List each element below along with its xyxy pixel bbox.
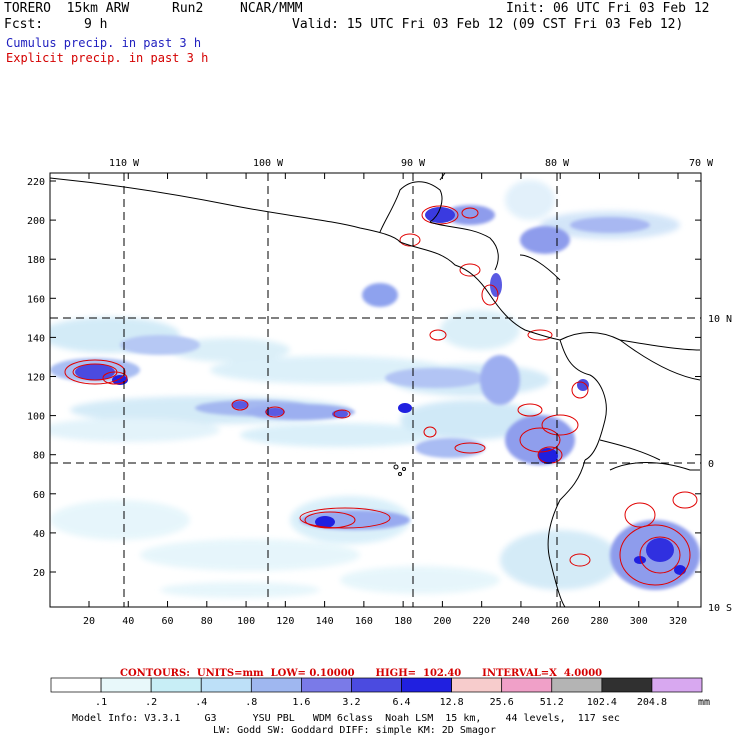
- coastlines: [50, 173, 701, 607]
- x-tick-label: 120: [276, 616, 294, 627]
- lat-label: 10 S: [708, 603, 732, 614]
- map-frame: [49, 172, 702, 608]
- y-tick-label: 80: [33, 451, 45, 462]
- colorbar-cell: [100, 677, 152, 693]
- x-tick-label: 80: [201, 616, 213, 627]
- run-label: Run2: [172, 1, 204, 16]
- y-axis-ticks: 220 200 180 160 140 120 100 80 60 40 20: [27, 177, 45, 579]
- x-axis-ticks: 20 40 60 80 100 120 140 160 180 200 220 240 260 280 30…: [83, 616, 687, 627]
- colorbar-label: 102.4: [587, 697, 617, 708]
- x-tick-label: 100: [237, 616, 255, 627]
- x-tick-label: 140: [316, 616, 334, 627]
- graticule: [50, 173, 701, 607]
- lon-label: 100 W: [253, 158, 284, 169]
- x-tick-label: 160: [355, 616, 373, 627]
- x-tick-label: 280: [590, 616, 608, 627]
- colorbar-label: .4: [195, 697, 207, 708]
- x-tick-label: 200: [433, 616, 451, 627]
- forecast-hours: 9 h: [84, 17, 108, 32]
- contours-info: CONTOURS: UNITS=mm LOW= 0.10000 HIGH= 10…: [120, 668, 603, 679]
- y-tick-label: 40: [33, 529, 45, 540]
- x-tick-label: 320: [669, 616, 687, 627]
- longitude-labels: 110 W 100 W 90 W 80 W 70 W: [109, 158, 714, 169]
- colorbar-label: 6.4: [393, 697, 411, 708]
- x-tick-label: 180: [394, 616, 412, 627]
- colorbar-label: 204.8: [637, 697, 667, 708]
- cumulus-legend: Cumulus precip. in past 3 h: [6, 36, 202, 50]
- x-tick-label: 220: [473, 616, 491, 627]
- lon-label: 70 W: [689, 158, 714, 169]
- colorbar: .1.2.4.8 1.6 3.2 6.4 12.8 25.6 51.2 102.4 204.8 …: [50, 677, 710, 708]
- colorbar-cell: [351, 677, 402, 693]
- colorbar-cell: [401, 677, 452, 693]
- y-tick-label: 20: [33, 568, 45, 579]
- x-tick-label: 300: [630, 616, 648, 627]
- model-title: TORERO 15km ARW: [4, 1, 130, 16]
- x-tick-label: 20: [83, 616, 95, 627]
- colorbar-label: .8: [245, 697, 257, 708]
- colorbar-label: 25.6: [490, 697, 514, 708]
- lon-label: 110 W: [109, 158, 140, 169]
- valid-time: Valid: 15 UTC Fri 03 Feb 12 (09 CST Fri …: [292, 17, 684, 32]
- colorbar-cell: [551, 677, 603, 693]
- y-tick-label: 220: [27, 177, 45, 188]
- tick-marks: [50, 173, 701, 607]
- explicit-legend: Explicit precip. in past 3 h: [6, 51, 209, 65]
- colorbar-label: .1: [95, 697, 107, 708]
- colorbar-label: 51.2: [540, 697, 564, 708]
- y-tick-label: 120: [27, 373, 45, 384]
- colorbar-cell: [301, 677, 352, 693]
- y-tick-label: 140: [27, 333, 45, 344]
- lat-label: 10 N: [708, 314, 732, 325]
- model-info: Model Info: V3.3.1 G3 YSU PBL WDM 6class…: [72, 713, 620, 724]
- lon-label: 90 W: [401, 158, 426, 169]
- y-tick-label: 60: [33, 490, 45, 501]
- colorbar-label: 3.2: [342, 697, 360, 708]
- x-tick-label: 40: [122, 616, 134, 627]
- org-label: NCAR/MMM: [240, 1, 303, 16]
- init-time: Init: 06 UTC Fri 03 Feb 12: [506, 1, 710, 16]
- colorbar-unit: mm: [698, 697, 710, 708]
- y-tick-label: 100: [27, 412, 45, 423]
- x-tick-label: 60: [162, 616, 174, 627]
- colorbar-label: 1.6: [292, 697, 310, 708]
- y-tick-label: 200: [27, 216, 45, 227]
- latitude-labels: 10 N 0 10 S: [708, 314, 732, 614]
- x-tick-label: 260: [551, 616, 569, 627]
- y-tick-label: 180: [27, 255, 45, 266]
- colorbar-cell: [150, 677, 202, 693]
- colorbar-cell: [501, 677, 553, 693]
- colorbar-cell: [451, 677, 503, 693]
- y-tick-label: 160: [27, 294, 45, 305]
- islands: [393, 464, 406, 476]
- forecast-label: Fcst:: [4, 17, 44, 32]
- explicit-contours: [64, 205, 698, 586]
- lon-label: 80 W: [545, 158, 570, 169]
- colorbar-label: 12.8: [440, 697, 464, 708]
- colorbar-cell: [200, 677, 252, 693]
- map-field: [50, 173, 701, 607]
- colorbar-cell: [250, 677, 302, 693]
- colorbar-cell: [50, 677, 102, 693]
- x-tick-label: 240: [512, 616, 530, 627]
- lat-label: 0: [708, 459, 714, 470]
- colorbar-cell: [651, 677, 703, 693]
- colorbar-cell: [601, 677, 653, 693]
- physics-info: LW: Godd SW: Goddard DIFF: simple KM: 2D…: [213, 725, 496, 736]
- colorbar-label: .2: [145, 697, 157, 708]
